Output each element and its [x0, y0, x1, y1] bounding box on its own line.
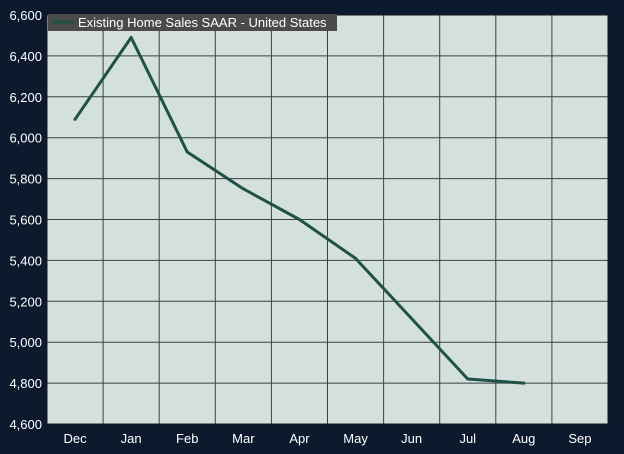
x-axis-ticks: Dec Jan Feb Mar Apr May Jun Jul Aug Sep	[63, 431, 591, 446]
data-point	[185, 150, 189, 154]
x-tick-label: Jul	[459, 431, 476, 446]
y-tick-label: 4,600	[9, 417, 42, 432]
legend-box	[48, 14, 337, 31]
y-axis-ticks: 4,600 4,800 5,000 5,200 5,400 5,600 5,800 6,000…	[9, 8, 42, 432]
data-point	[73, 117, 77, 121]
y-tick-label: 6,600	[9, 8, 42, 23]
data-point	[354, 256, 358, 260]
y-tick-label: 5,000	[9, 335, 42, 350]
data-point	[522, 381, 526, 385]
x-tick-label: Feb	[176, 431, 198, 446]
legend-label: Existing Home Sales SAAR - United States	[78, 15, 327, 30]
y-tick-label: 6,400	[9, 49, 42, 64]
y-tick-label: 5,600	[9, 213, 42, 228]
grid-lines	[47, 15, 608, 424]
data-point	[466, 377, 470, 381]
y-tick-label: 6,000	[9, 131, 42, 146]
data-point	[241, 187, 245, 191]
y-tick-label: 4,800	[9, 376, 42, 391]
data-point	[129, 35, 133, 39]
y-tick-label: 5,400	[9, 253, 42, 268]
x-tick-label: Jun	[401, 431, 422, 446]
x-tick-label: Apr	[289, 431, 310, 446]
legend: Existing Home Sales SAAR - United States	[48, 14, 337, 31]
x-tick-label: Dec	[63, 431, 87, 446]
x-tick-label: Sep	[568, 431, 591, 446]
series-lines	[73, 35, 526, 385]
x-tick-label: Jan	[121, 431, 142, 446]
x-tick-label: Mar	[232, 431, 255, 446]
data-point	[297, 218, 301, 221]
x-tick-label: Aug	[512, 431, 535, 446]
x-tick-label: May	[343, 431, 368, 446]
y-tick-label: 5,800	[9, 172, 42, 187]
y-tick-label: 5,200	[9, 294, 42, 309]
series-line	[73, 35, 526, 385]
y-tick-label: 6,200	[9, 90, 42, 105]
